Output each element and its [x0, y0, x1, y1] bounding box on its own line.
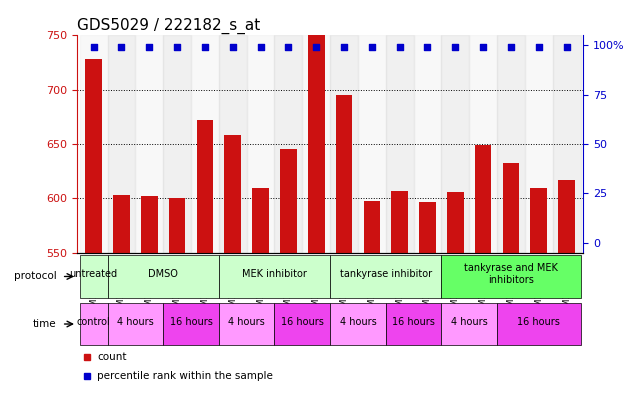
Text: time: time [33, 319, 56, 329]
Bar [108, 35, 135, 253]
Bar [413, 35, 442, 253]
Bar [391, 191, 408, 253]
Point [88, 44, 99, 50]
Point [200, 44, 210, 50]
Point [534, 44, 544, 50]
Bar [274, 35, 303, 253]
FancyBboxPatch shape [386, 303, 442, 345]
FancyBboxPatch shape [108, 303, 163, 345]
Bar [497, 35, 525, 253]
FancyBboxPatch shape [274, 303, 330, 345]
Bar [252, 187, 269, 253]
Bar [442, 35, 469, 253]
Point [562, 44, 572, 50]
Bar [419, 202, 436, 253]
FancyBboxPatch shape [219, 255, 330, 298]
Bar [135, 35, 163, 253]
Text: 16 hours: 16 hours [170, 317, 212, 327]
Bar [330, 35, 358, 253]
Point [339, 44, 349, 50]
Point [367, 44, 377, 50]
FancyBboxPatch shape [442, 255, 581, 298]
Text: 4 hours: 4 hours [228, 317, 265, 327]
Text: untreated: untreated [70, 269, 118, 279]
Bar [303, 35, 330, 253]
FancyBboxPatch shape [442, 303, 497, 345]
Bar [553, 35, 581, 253]
Bar [280, 149, 297, 253]
Text: percentile rank within the sample: percentile rank within the sample [97, 371, 273, 381]
Bar [85, 59, 102, 253]
Text: protocol: protocol [14, 272, 56, 281]
Bar [525, 35, 553, 253]
Point [506, 44, 516, 50]
Text: 4 hours: 4 hours [451, 317, 488, 327]
Point [116, 44, 126, 50]
Bar [308, 35, 324, 253]
FancyBboxPatch shape [108, 255, 219, 298]
Point [422, 44, 433, 50]
Point [255, 44, 265, 50]
Point [450, 44, 460, 50]
Bar [141, 196, 158, 253]
FancyBboxPatch shape [330, 255, 442, 298]
Bar [197, 120, 213, 253]
FancyBboxPatch shape [219, 303, 274, 345]
Bar [363, 200, 380, 253]
FancyBboxPatch shape [79, 255, 108, 298]
Text: count: count [97, 352, 127, 362]
Bar [113, 195, 129, 253]
Bar [469, 35, 497, 253]
FancyBboxPatch shape [330, 303, 386, 345]
Text: 4 hours: 4 hours [340, 317, 376, 327]
Bar [169, 198, 185, 253]
Bar [247, 35, 274, 253]
Text: 4 hours: 4 hours [117, 317, 154, 327]
Point [283, 44, 294, 50]
Point [228, 44, 238, 50]
Bar [163, 35, 191, 253]
Bar [386, 35, 413, 253]
FancyBboxPatch shape [79, 303, 108, 345]
Bar [475, 145, 492, 253]
Text: MEK inhibitor: MEK inhibitor [242, 269, 307, 279]
Bar [447, 192, 463, 253]
Point [144, 44, 154, 50]
Text: control: control [77, 317, 110, 327]
Point [311, 44, 321, 50]
Bar [79, 35, 108, 253]
Text: 16 hours: 16 hours [517, 317, 560, 327]
FancyBboxPatch shape [163, 303, 219, 345]
Bar [224, 135, 241, 253]
Text: 16 hours: 16 hours [392, 317, 435, 327]
Point [395, 44, 405, 50]
Point [478, 44, 488, 50]
Text: GDS5029 / 222182_s_at: GDS5029 / 222182_s_at [77, 18, 260, 34]
Bar [358, 35, 386, 253]
Bar [191, 35, 219, 253]
Bar [336, 95, 353, 253]
Text: DMSO: DMSO [148, 269, 178, 279]
FancyBboxPatch shape [497, 303, 581, 345]
Bar [531, 187, 547, 253]
Text: tankyrase inhibitor: tankyrase inhibitor [340, 269, 432, 279]
Text: 16 hours: 16 hours [281, 317, 324, 327]
Bar [503, 163, 519, 253]
Bar [219, 35, 247, 253]
Bar [558, 180, 575, 253]
Point [172, 44, 182, 50]
Text: tankyrase and MEK
inhibitors: tankyrase and MEK inhibitors [464, 263, 558, 285]
